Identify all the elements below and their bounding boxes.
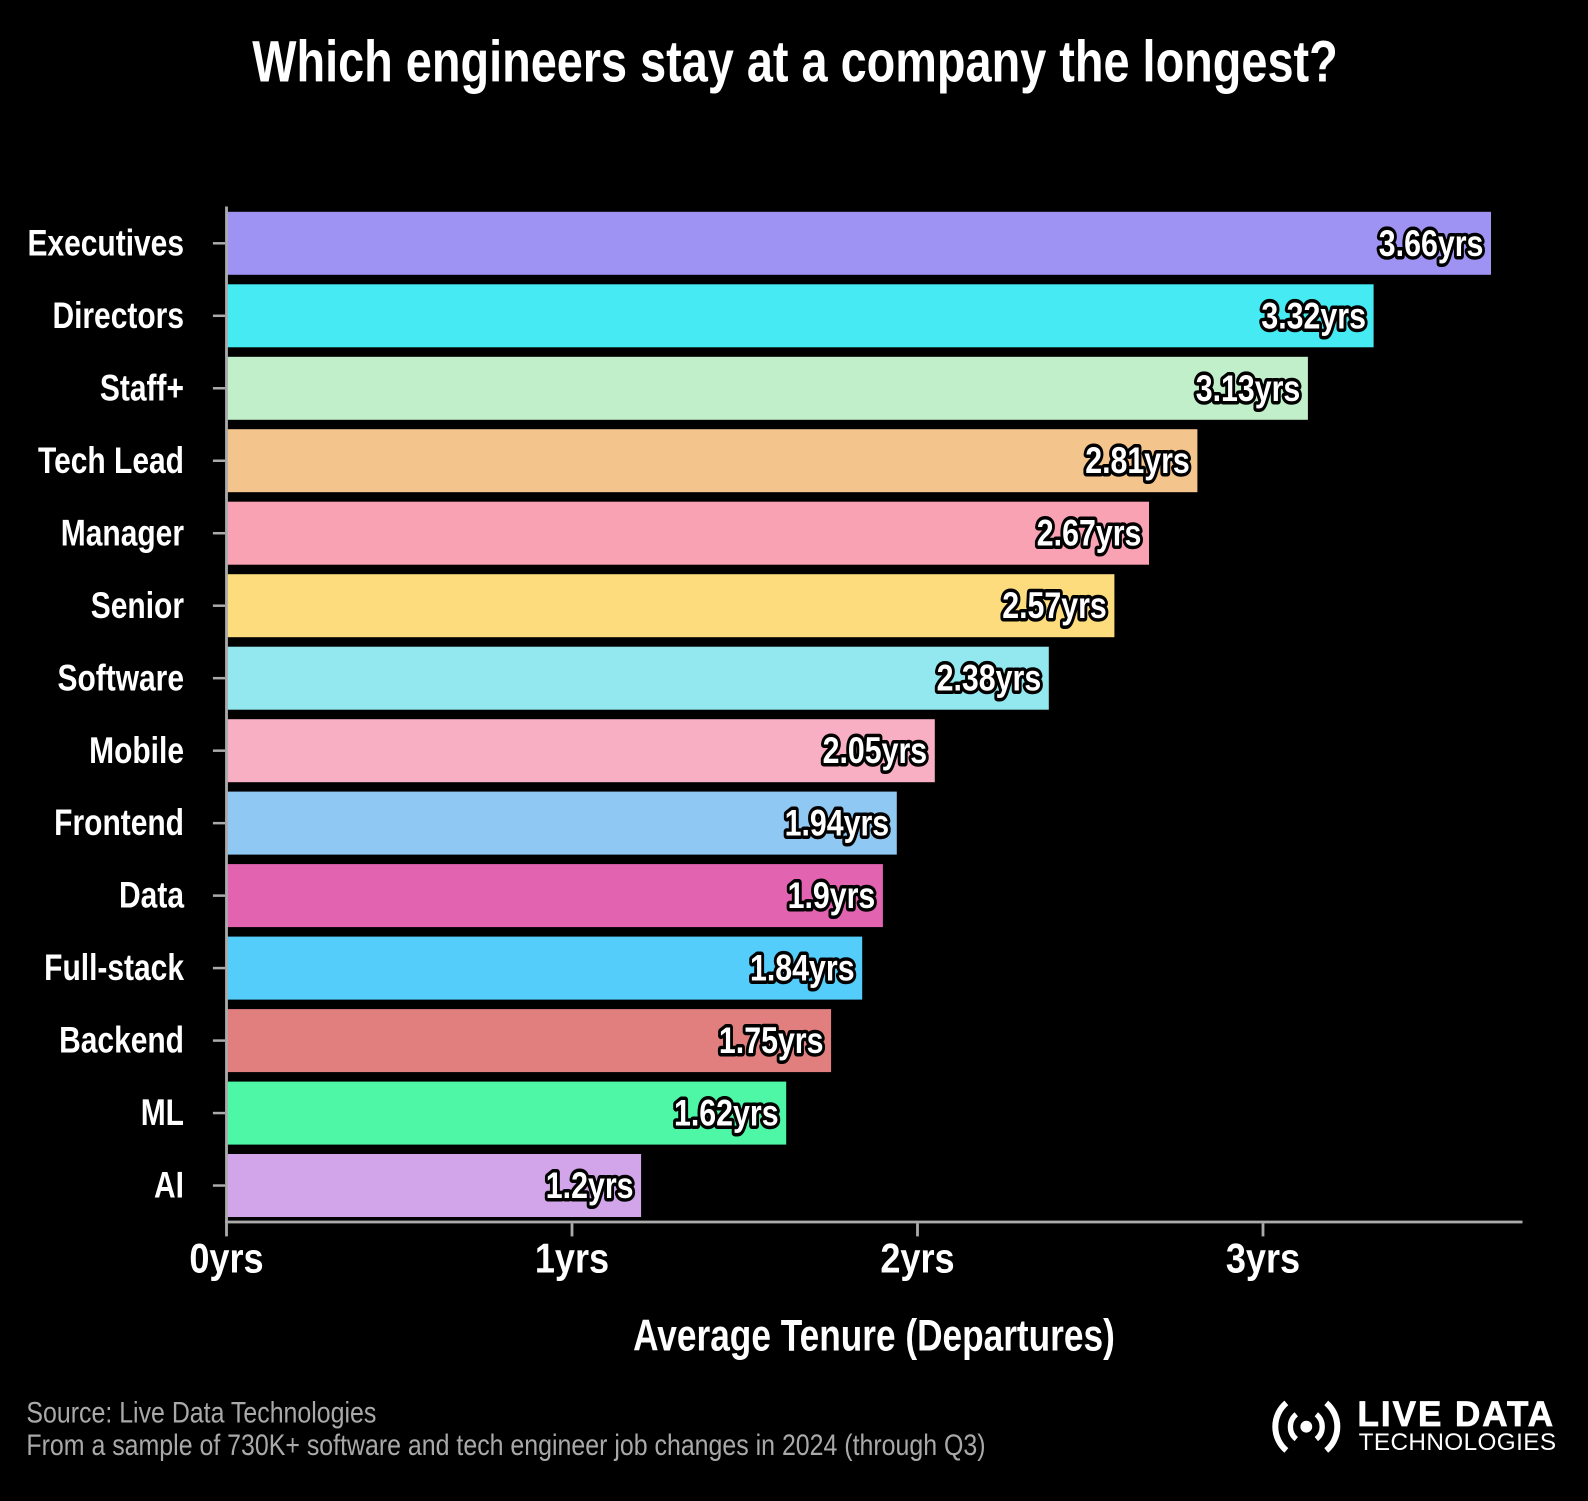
svg-text:0yrs: 0yrs <box>189 1236 263 1282</box>
svg-text:LIVE DATA: LIVE DATA <box>1358 1395 1556 1434</box>
svg-text:1.62yrs: 1.62yrs <box>674 1093 779 1135</box>
svg-text:Source: Live Data Technologies: Source: Live Data Technologies <box>26 1395 376 1428</box>
svg-text:2.57yrs: 2.57yrs <box>1002 585 1107 627</box>
svg-text:Staff+: Staff+ <box>100 369 184 410</box>
svg-text:Full-stack: Full-stack <box>44 948 184 989</box>
svg-text:Directors: Directors <box>52 296 184 337</box>
svg-text:2.67yrs: 2.67yrs <box>1037 513 1142 555</box>
svg-text:AI: AI <box>154 1166 184 1207</box>
svg-text:1.75yrs: 1.75yrs <box>719 1020 824 1062</box>
svg-text:Executives: Executives <box>27 224 184 265</box>
svg-text:2.05yrs: 2.05yrs <box>823 730 928 772</box>
svg-text:3yrs: 3yrs <box>1226 1236 1300 1282</box>
svg-text:1.2yrs: 1.2yrs <box>546 1165 634 1207</box>
svg-text:2.38yrs: 2.38yrs <box>937 658 1042 700</box>
svg-text:From a sample of 730K+ softwar: From a sample of 730K+ software and tech… <box>26 1428 985 1461</box>
svg-text:Senior: Senior <box>91 586 184 627</box>
svg-text:Which engineers stay at a comp: Which engineers stay at a company the lo… <box>252 30 1337 95</box>
svg-text:Manager: Manager <box>61 513 184 554</box>
svg-text:3.13yrs: 3.13yrs <box>1196 368 1301 410</box>
svg-text:Frontend: Frontend <box>54 803 184 844</box>
svg-text:Mobile: Mobile <box>89 731 184 772</box>
svg-text:Data: Data <box>119 876 184 917</box>
svg-text:Tech Lead: Tech Lead <box>38 441 184 482</box>
svg-text:Average Tenure (Departures): Average Tenure (Departures) <box>633 1311 1115 1361</box>
svg-text:Software: Software <box>57 658 184 699</box>
svg-text:3.32yrs: 3.32yrs <box>1261 295 1366 337</box>
svg-text:1.84yrs: 1.84yrs <box>750 948 855 990</box>
svg-text:1.9yrs: 1.9yrs <box>788 875 876 917</box>
svg-text:2yrs: 2yrs <box>880 1236 954 1282</box>
svg-text:ML: ML <box>141 1093 184 1134</box>
svg-text:TECHNOLOGIES: TECHNOLOGIES <box>1359 1429 1557 1456</box>
svg-text:2.81yrs: 2.81yrs <box>1085 440 1190 482</box>
svg-text:3.66yrs: 3.66yrs <box>1379 223 1484 265</box>
svg-text:1yrs: 1yrs <box>535 1236 609 1282</box>
svg-text:1.94yrs: 1.94yrs <box>785 803 890 845</box>
svg-text:Backend: Backend <box>59 1021 184 1062</box>
